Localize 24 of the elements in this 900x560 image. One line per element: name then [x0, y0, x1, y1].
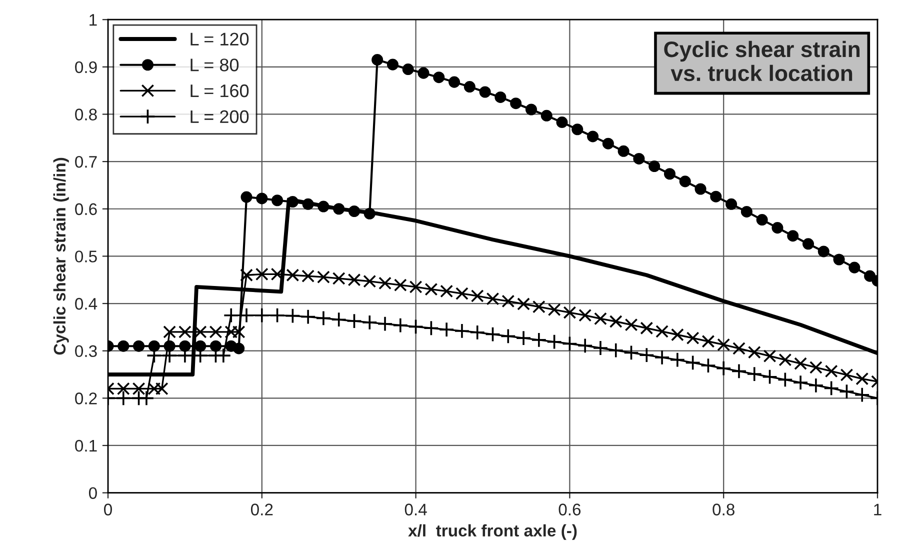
legend-label: L = 120	[190, 32, 249, 46]
x-tick-label: 1	[874, 504, 882, 516]
y-tick-label: 0.6	[75, 203, 97, 216]
legend-label: L = 80	[190, 58, 239, 72]
x-tick-label: 0.4	[404, 504, 427, 516]
legend-label: L = 160	[190, 84, 249, 98]
y-tick-label: 0	[88, 487, 97, 500]
y-tick-label: 0.9	[75, 61, 97, 74]
y-tick-label: 0.8	[75, 108, 97, 120]
y-tick-label: 0.1	[75, 440, 97, 452]
x-tick-label: 0.2	[250, 504, 273, 516]
y-tick-label: 0.2	[75, 392, 97, 404]
legend-label: L = 200	[190, 110, 249, 124]
x-tick-label: 0	[104, 504, 112, 516]
y-tick-label: 0.7	[75, 156, 97, 168]
x-axis-title: x/l truck front axle (-)	[408, 524, 577, 540]
x-tick-label: 0.6	[558, 504, 581, 516]
text: Cyclic shear strain vs. truck location	[664, 40, 860, 82]
x-tick-label: 0.8	[712, 504, 734, 516]
y-tick-label: 0.4	[75, 298, 98, 310]
y-axis-title: Cyclic shear strain (in/in)	[53, 158, 69, 355]
y-tick-label: 0.5	[75, 250, 97, 262]
y-tick-label: 0.3	[75, 345, 97, 358]
y-tick-label: 1	[90, 14, 97, 26]
